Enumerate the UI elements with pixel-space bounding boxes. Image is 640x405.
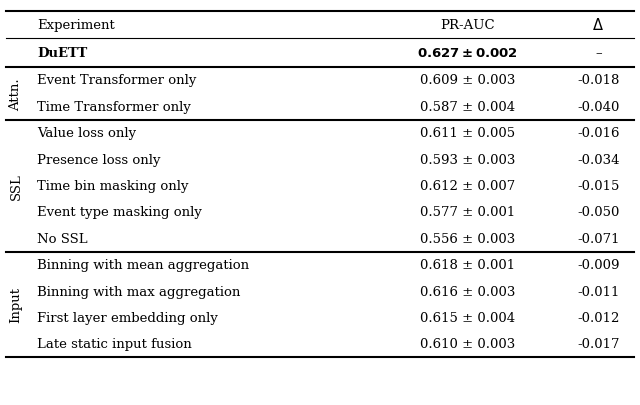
Text: Attn.: Attn. [10,78,22,110]
Text: Late static input fusion: Late static input fusion [37,337,192,351]
Text: DuETT: DuETT [37,47,88,60]
Text: 0.616 ± 0.003: 0.616 ± 0.003 [419,285,515,298]
Text: 0.556 ± 0.003: 0.556 ± 0.003 [420,232,515,245]
Text: -0.009: -0.009 [577,258,620,272]
Text: -0.016: -0.016 [577,127,620,140]
Text: –: – [595,47,602,60]
Text: -0.011: -0.011 [577,285,620,298]
Text: -0.017: -0.017 [577,337,620,351]
Text: Binning with mean aggregation: Binning with mean aggregation [37,258,249,272]
Text: Time bin masking only: Time bin masking only [37,179,189,193]
Text: 0.618 ± 0.001: 0.618 ± 0.001 [420,258,515,272]
Text: 0.609 ± 0.003: 0.609 ± 0.003 [419,74,515,87]
Text: -0.018: -0.018 [577,74,620,87]
Text: 0.610 ± 0.003: 0.610 ± 0.003 [420,337,515,351]
Text: Experiment: Experiment [37,19,115,32]
Text: 0.615 ± 0.004: 0.615 ± 0.004 [420,311,515,324]
Text: $\mathbf{0.627 \pm 0.002}$: $\mathbf{0.627 \pm 0.002}$ [417,47,518,60]
Text: 0.577 ± 0.001: 0.577 ± 0.001 [420,206,515,219]
Text: No SSL: No SSL [37,232,88,245]
Text: 0.612 ± 0.007: 0.612 ± 0.007 [420,179,515,193]
Text: -0.040: -0.040 [577,100,620,114]
Text: Presence loss only: Presence loss only [37,153,161,166]
Text: First layer embedding only: First layer embedding only [37,311,218,324]
Text: $\Delta$: $\Delta$ [593,17,604,33]
Text: PR-AUC: PR-AUC [440,19,495,32]
Text: Value loss only: Value loss only [37,127,136,140]
Text: -0.015: -0.015 [577,179,620,193]
Text: Binning with max aggregation: Binning with max aggregation [37,285,241,298]
Text: SSL: SSL [10,173,22,200]
Text: Time Transformer only: Time Transformer only [37,100,191,114]
Text: 0.587 ± 0.004: 0.587 ± 0.004 [420,100,515,114]
Text: 0.593 ± 0.003: 0.593 ± 0.003 [419,153,515,166]
Text: Input: Input [10,287,22,322]
Text: 0.611 ± 0.005: 0.611 ± 0.005 [420,127,515,140]
Text: -0.012: -0.012 [577,311,620,324]
Text: Event Transformer only: Event Transformer only [37,74,196,87]
Text: -0.050: -0.050 [577,206,620,219]
Text: -0.034: -0.034 [577,153,620,166]
Text: -0.071: -0.071 [577,232,620,245]
Text: Event type masking only: Event type masking only [37,206,202,219]
